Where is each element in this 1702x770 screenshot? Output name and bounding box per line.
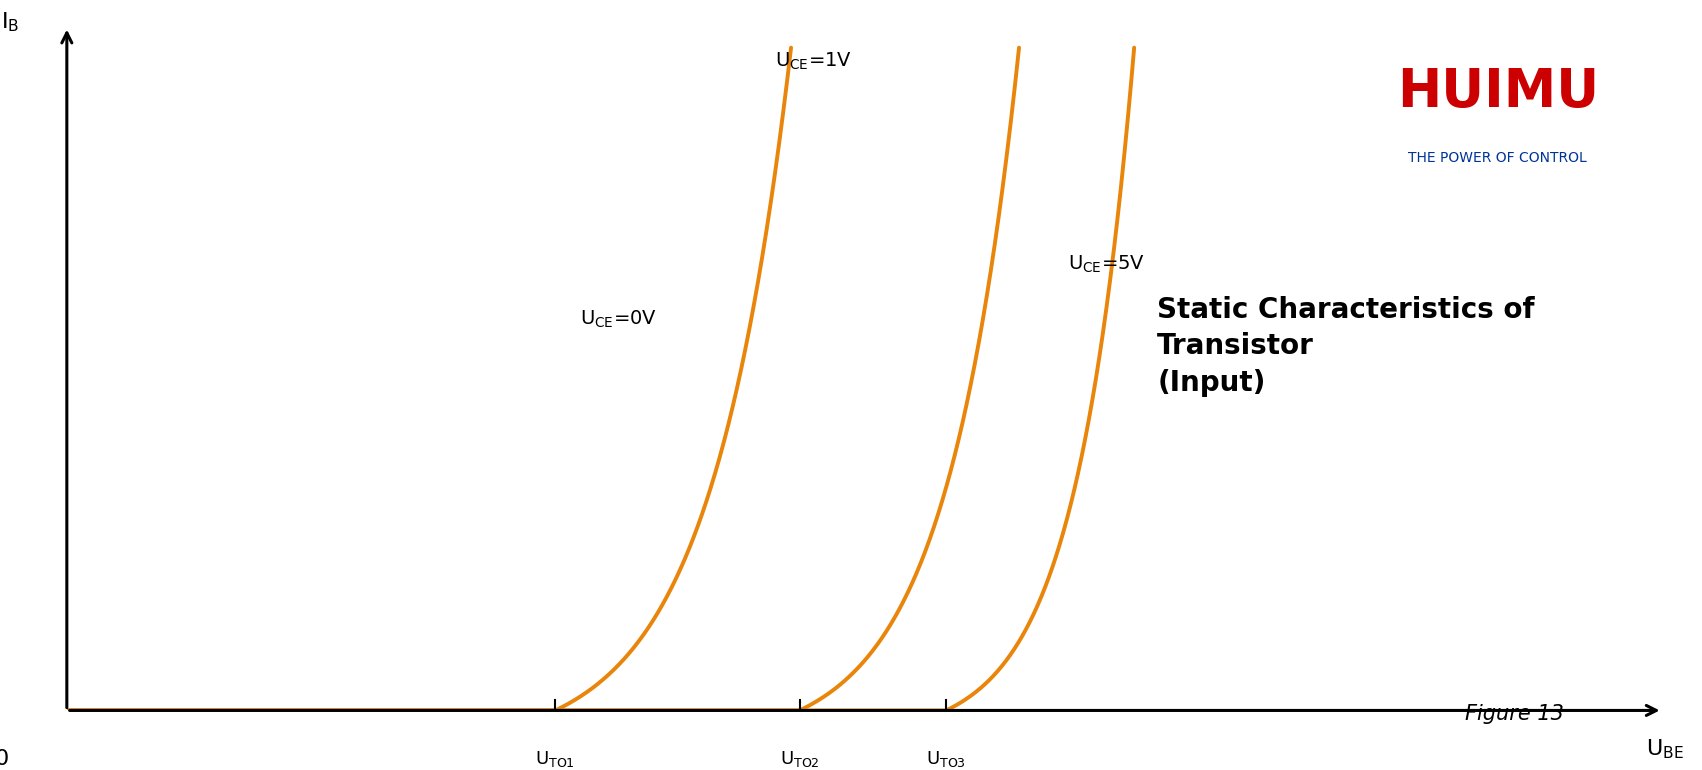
Text: 0: 0 (0, 748, 9, 768)
Text: HUIMU: HUIMU (1397, 66, 1598, 119)
Text: U$_{\mathregular{CE}}$=0V: U$_{\mathregular{CE}}$=0V (580, 309, 657, 330)
Text: Static Characteristics of
Transistor
(Input): Static Characteristics of Transistor (In… (1157, 296, 1535, 397)
Text: U$_{\mathregular{BE}}$: U$_{\mathregular{BE}}$ (1646, 737, 1683, 761)
Text: U$_{\mathregular{CE}}$=1V: U$_{\mathregular{CE}}$=1V (774, 51, 853, 72)
Text: U$_{\mathregular{TO1}}$: U$_{\mathregular{TO1}}$ (536, 748, 575, 768)
Text: U$_{\mathregular{TO2}}$: U$_{\mathregular{TO2}}$ (780, 748, 819, 768)
Text: U$_{\mathregular{TO3}}$: U$_{\mathregular{TO3}}$ (926, 748, 967, 768)
Text: U$_{\mathregular{CE}}$=5V: U$_{\mathregular{CE}}$=5V (1069, 253, 1145, 275)
Text: Figure 13: Figure 13 (1465, 704, 1564, 724)
Text: I$_{\mathregular{B}}$: I$_{\mathregular{B}}$ (0, 10, 19, 34)
Text: THE POWER OF CONTROL: THE POWER OF CONTROL (1408, 151, 1588, 165)
